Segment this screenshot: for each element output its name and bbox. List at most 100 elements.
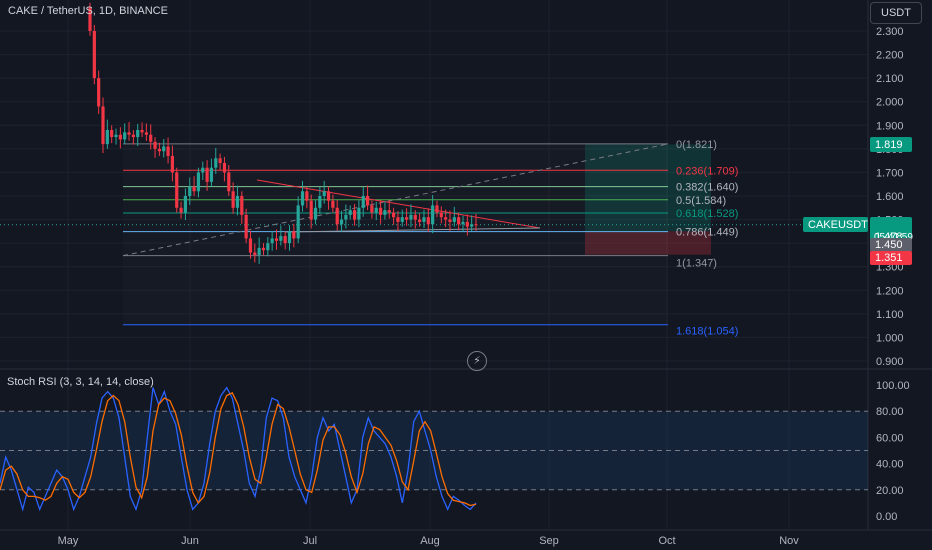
candle-body[interactable] bbox=[131, 134, 135, 138]
candle-body[interactable] bbox=[114, 134, 118, 138]
candle-body[interactable] bbox=[88, 7, 92, 31]
candle-body[interactable] bbox=[101, 106, 105, 145]
candle-body[interactable] bbox=[322, 191, 326, 196]
candle-body[interactable] bbox=[339, 219, 344, 225]
position-loss-zone[interactable] bbox=[585, 231, 711, 255]
candle-body[interactable] bbox=[474, 224, 478, 226]
candle-body[interactable] bbox=[370, 205, 374, 213]
candle-body[interactable] bbox=[153, 141, 157, 149]
candle-body[interactable] bbox=[218, 158, 222, 163]
candle-body[interactable] bbox=[365, 196, 370, 206]
candle-body[interactable] bbox=[296, 205, 300, 239]
currency-button[interactable]: USDT bbox=[870, 2, 922, 24]
candle-body[interactable] bbox=[244, 214, 248, 239]
candle-body[interactable] bbox=[387, 210, 391, 213]
candle-body[interactable] bbox=[266, 243, 270, 251]
candle-body[interactable] bbox=[461, 221, 465, 225]
indicator-title[interactable]: Stoch RSI (3, 3, 14, 14, close) bbox=[7, 376, 154, 388]
candle-body[interactable] bbox=[279, 236, 283, 241]
resistance-trendline[interactable] bbox=[256, 179, 541, 229]
candle-body[interactable] bbox=[348, 210, 352, 215]
candle-body[interactable] bbox=[309, 200, 313, 220]
candle-body[interactable] bbox=[391, 212, 396, 218]
candle-body[interactable] bbox=[465, 221, 469, 227]
support-trendline[interactable] bbox=[284, 227, 541, 233]
candle-body[interactable] bbox=[110, 130, 114, 138]
candle-body[interactable] bbox=[92, 31, 96, 79]
candle-body[interactable] bbox=[383, 210, 387, 215]
candle-body[interactable] bbox=[127, 132, 131, 135]
candle-body[interactable] bbox=[435, 205, 439, 213]
fib-trend-line[interactable] bbox=[122, 143, 669, 257]
candle-body[interactable] bbox=[214, 158, 218, 168]
candle-body[interactable] bbox=[470, 224, 474, 227]
candle-body[interactable] bbox=[396, 217, 400, 222]
candle-body[interactable] bbox=[118, 134, 122, 140]
position-profit-zone[interactable] bbox=[585, 144, 711, 232]
candle-body[interactable] bbox=[166, 146, 170, 156]
candle-body[interactable] bbox=[179, 207, 183, 213]
candle-body[interactable] bbox=[183, 196, 188, 213]
candle-body[interactable] bbox=[457, 217, 461, 225]
candle-body[interactable] bbox=[231, 191, 235, 208]
candle-body[interactable] bbox=[426, 217, 430, 225]
candle-body[interactable] bbox=[196, 172, 201, 192]
candle-body[interactable] bbox=[331, 200, 335, 208]
candle-body[interactable] bbox=[361, 196, 365, 208]
candle-body[interactable] bbox=[292, 231, 296, 239]
candle-body[interactable] bbox=[283, 236, 287, 244]
candle-body[interactable] bbox=[352, 210, 357, 220]
candle-body[interactable] bbox=[313, 207, 318, 220]
candle-body[interactable] bbox=[140, 130, 144, 133]
candle-body[interactable] bbox=[175, 172, 179, 208]
candle-body[interactable] bbox=[253, 252, 257, 255]
candle-body[interactable] bbox=[170, 155, 175, 173]
candle-body[interactable] bbox=[144, 132, 148, 135]
candle-body[interactable] bbox=[201, 167, 205, 173]
candle-body[interactable] bbox=[378, 207, 383, 215]
candle-body[interactable] bbox=[439, 212, 443, 218]
candle-body[interactable] bbox=[326, 191, 331, 201]
candle-body[interactable] bbox=[136, 130, 140, 138]
candle-body[interactable] bbox=[248, 238, 253, 253]
candle-body[interactable] bbox=[209, 167, 214, 182]
candle-body[interactable] bbox=[405, 217, 409, 220]
candle-body[interactable] bbox=[270, 238, 274, 244]
candlestick-series[interactable] bbox=[88, 2, 478, 264]
candle-body[interactable] bbox=[418, 219, 422, 222]
candle-body[interactable] bbox=[422, 217, 426, 222]
candle-body[interactable] bbox=[235, 196, 240, 208]
candle-body[interactable] bbox=[192, 186, 196, 192]
candle-body[interactable] bbox=[305, 191, 309, 201]
candle-body[interactable] bbox=[318, 196, 322, 208]
candle-body[interactable] bbox=[287, 231, 292, 244]
candle-body[interactable] bbox=[357, 207, 361, 220]
price-axis[interactable]: 2.3002.2002.1002.0001.9001.8001.7001.600… bbox=[876, 26, 904, 368]
candle-body[interactable] bbox=[413, 214, 417, 220]
candle-body[interactable] bbox=[261, 247, 266, 251]
candle-body[interactable] bbox=[409, 214, 413, 220]
candle-body[interactable] bbox=[344, 214, 348, 220]
stoch-rsi-pane[interactable] bbox=[0, 410, 868, 491]
candle-body[interactable] bbox=[149, 134, 153, 142]
candle-body[interactable] bbox=[400, 217, 404, 222]
candle-body[interactable] bbox=[157, 148, 161, 152]
candle-body[interactable] bbox=[240, 196, 244, 215]
chart-drawings[interactable]: 0(1.821) 0.236(1.709) 0.382(1.640)0.5(1.58… bbox=[0, 139, 868, 338]
candle-body[interactable] bbox=[274, 238, 279, 241]
candle-body[interactable] bbox=[444, 217, 448, 220]
candle-body[interactable] bbox=[227, 172, 231, 192]
candle-body[interactable] bbox=[300, 191, 305, 206]
lightning-icon[interactable]: ⚡ bbox=[467, 351, 487, 371]
candle-body[interactable] bbox=[222, 163, 227, 173]
time-axis[interactable]: May Jun Jul Aug Sep Oct Nov bbox=[58, 535, 800, 547]
candle-body[interactable] bbox=[452, 217, 456, 222]
candle-body[interactable] bbox=[105, 130, 109, 145]
candle-body[interactable] bbox=[188, 186, 192, 196]
candle-body[interactable] bbox=[123, 132, 127, 140]
candle-body[interactable] bbox=[162, 146, 166, 152]
candle-body[interactable] bbox=[448, 219, 452, 222]
candle-body[interactable] bbox=[205, 167, 209, 182]
candle-body[interactable] bbox=[374, 207, 378, 213]
candle-body[interactable] bbox=[257, 247, 261, 255]
